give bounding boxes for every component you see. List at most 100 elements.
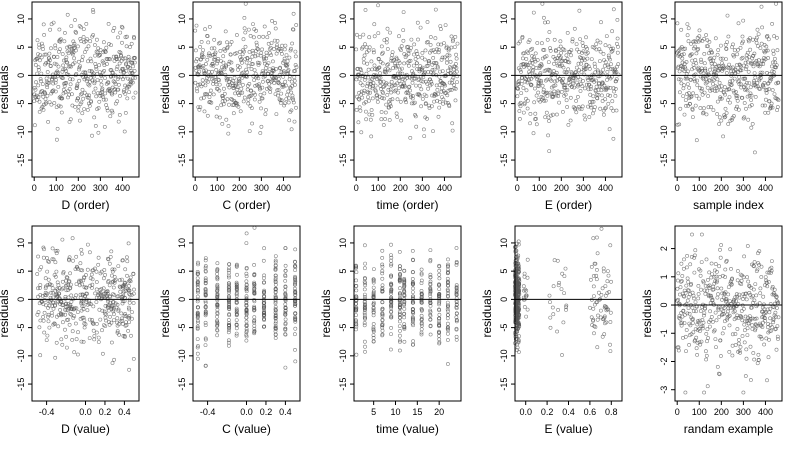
data-point: [723, 290, 728, 295]
data-point: [454, 56, 459, 61]
data-point: [215, 61, 219, 66]
data-point: [286, 68, 291, 72]
data-point: [706, 277, 710, 282]
data-point: [773, 65, 778, 70]
data-point: [570, 39, 575, 44]
data-point: [775, 306, 779, 310]
data-point: [398, 305, 402, 310]
data-point: [611, 7, 616, 12]
data-point: [517, 350, 521, 354]
data-point: [516, 266, 521, 271]
data-point: [63, 67, 68, 71]
data-point: [55, 286, 60, 291]
data-point: [753, 282, 758, 287]
data-point: [357, 105, 362, 110]
data-point: [730, 343, 735, 348]
data-point: [252, 304, 257, 309]
data-point: [84, 299, 89, 304]
data-point: [522, 274, 527, 279]
data-point: [595, 235, 599, 240]
data-point: [371, 289, 376, 294]
data-point: [571, 81, 576, 86]
data-point: [743, 60, 748, 65]
data-point: [42, 33, 47, 37]
data-point: [234, 331, 239, 336]
data-points: [515, 1, 621, 154]
data-point: [216, 57, 221, 61]
data-point: [60, 342, 65, 347]
data-point: [717, 371, 721, 376]
data-point: [55, 294, 59, 299]
data-point: [63, 296, 68, 301]
data-point: [695, 83, 700, 88]
data-point: [446, 291, 451, 296]
data-point: [517, 78, 522, 83]
data-point: [371, 333, 376, 338]
data-point: [273, 299, 278, 304]
data-point: [748, 344, 753, 349]
data-point: [744, 106, 748, 111]
data-point: [218, 49, 223, 53]
data-point: [437, 268, 442, 273]
data-point: [244, 300, 249, 305]
data-point: [71, 315, 76, 320]
data-point: [701, 77, 706, 82]
data-point: [258, 131, 263, 135]
data-point: [245, 70, 250, 75]
data-point: [700, 324, 705, 329]
data-point: [119, 311, 124, 316]
data-point: [217, 115, 222, 120]
data-point: [697, 28, 702, 33]
data-point: [428, 313, 433, 318]
data-point: [753, 316, 757, 321]
data-point: [195, 281, 200, 286]
data-point: [774, 81, 779, 86]
x-tick-label: 300: [736, 407, 751, 417]
data-point: [68, 82, 73, 87]
data-point: [691, 91, 696, 96]
data-point: [261, 34, 266, 39]
data-point: [284, 97, 289, 102]
data-point: [553, 72, 558, 77]
data-point: [89, 272, 94, 277]
data-point: [604, 34, 609, 39]
data-point: [195, 318, 200, 323]
data-point: [761, 62, 766, 66]
data-point: [87, 93, 92, 98]
data-point: [362, 287, 367, 292]
data-point: [55, 137, 59, 142]
data-point: [362, 276, 367, 280]
data-point: [364, 117, 369, 122]
data-point: [102, 125, 107, 129]
data-point: [518, 117, 522, 121]
data-point: [262, 291, 266, 295]
y-tick-label: -15: [499, 154, 509, 167]
data-point: [684, 60, 689, 64]
data-point: [77, 78, 82, 83]
data-point: [55, 126, 60, 131]
data-point: [449, 88, 454, 92]
data-point: [361, 60, 366, 65]
data-point: [433, 7, 438, 12]
data-point: [196, 279, 200, 284]
data-point: [738, 63, 742, 68]
data-point: [258, 86, 263, 90]
data-point: [742, 254, 747, 259]
data-point: [558, 56, 562, 61]
data-point: [41, 255, 46, 260]
data-point: [686, 26, 691, 31]
data-point: [414, 83, 418, 88]
data-point: [115, 320, 119, 325]
data-point: [76, 108, 81, 113]
data-point: [123, 111, 128, 115]
data-point: [575, 84, 580, 89]
data-point: [442, 91, 447, 95]
data-point: [221, 96, 225, 100]
data-point: [371, 280, 376, 285]
data-point: [260, 79, 265, 84]
data-point: [66, 51, 71, 56]
data-point: [692, 66, 697, 70]
data-point: [283, 284, 288, 289]
data-point: [53, 303, 57, 308]
